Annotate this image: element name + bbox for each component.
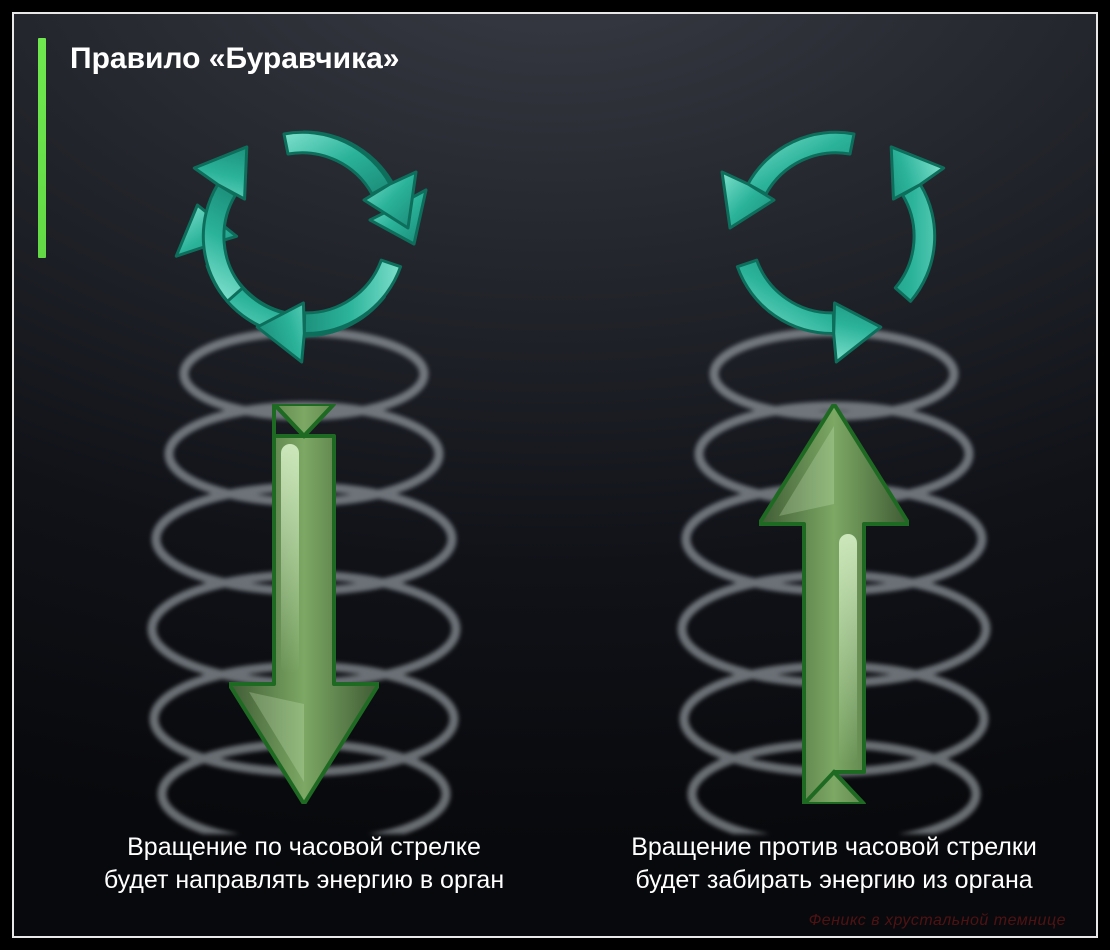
diagram-frame: Правило «Буравчика» [12, 12, 1098, 938]
caption-counterclockwise: Вращение против часовой стрелки будет за… [574, 831, 1094, 899]
caption-line: будет направлять энергию в орган [104, 866, 504, 894]
caption-clockwise: Вращение по часовой стрелке будет направ… [44, 831, 564, 899]
page-title: Правило «Буравчика» [70, 42, 399, 76]
caption-line: будет забирать энергию из органа [635, 866, 1032, 894]
caption-line: Вращение по часовой стрелке [127, 833, 481, 861]
big-arrow-up [759, 404, 909, 804]
watermark: Феникс в хрустальной темнице [809, 912, 1066, 930]
rotation-clockwise-icon [174, 104, 434, 364]
caption-line: Вращение против часовой стрелки [631, 833, 1037, 861]
panel-clockwise [44, 104, 564, 844]
panel-counterclockwise [574, 104, 1094, 844]
rotation-counterclockwise-icon [704, 104, 964, 364]
big-arrow-down [229, 404, 379, 804]
